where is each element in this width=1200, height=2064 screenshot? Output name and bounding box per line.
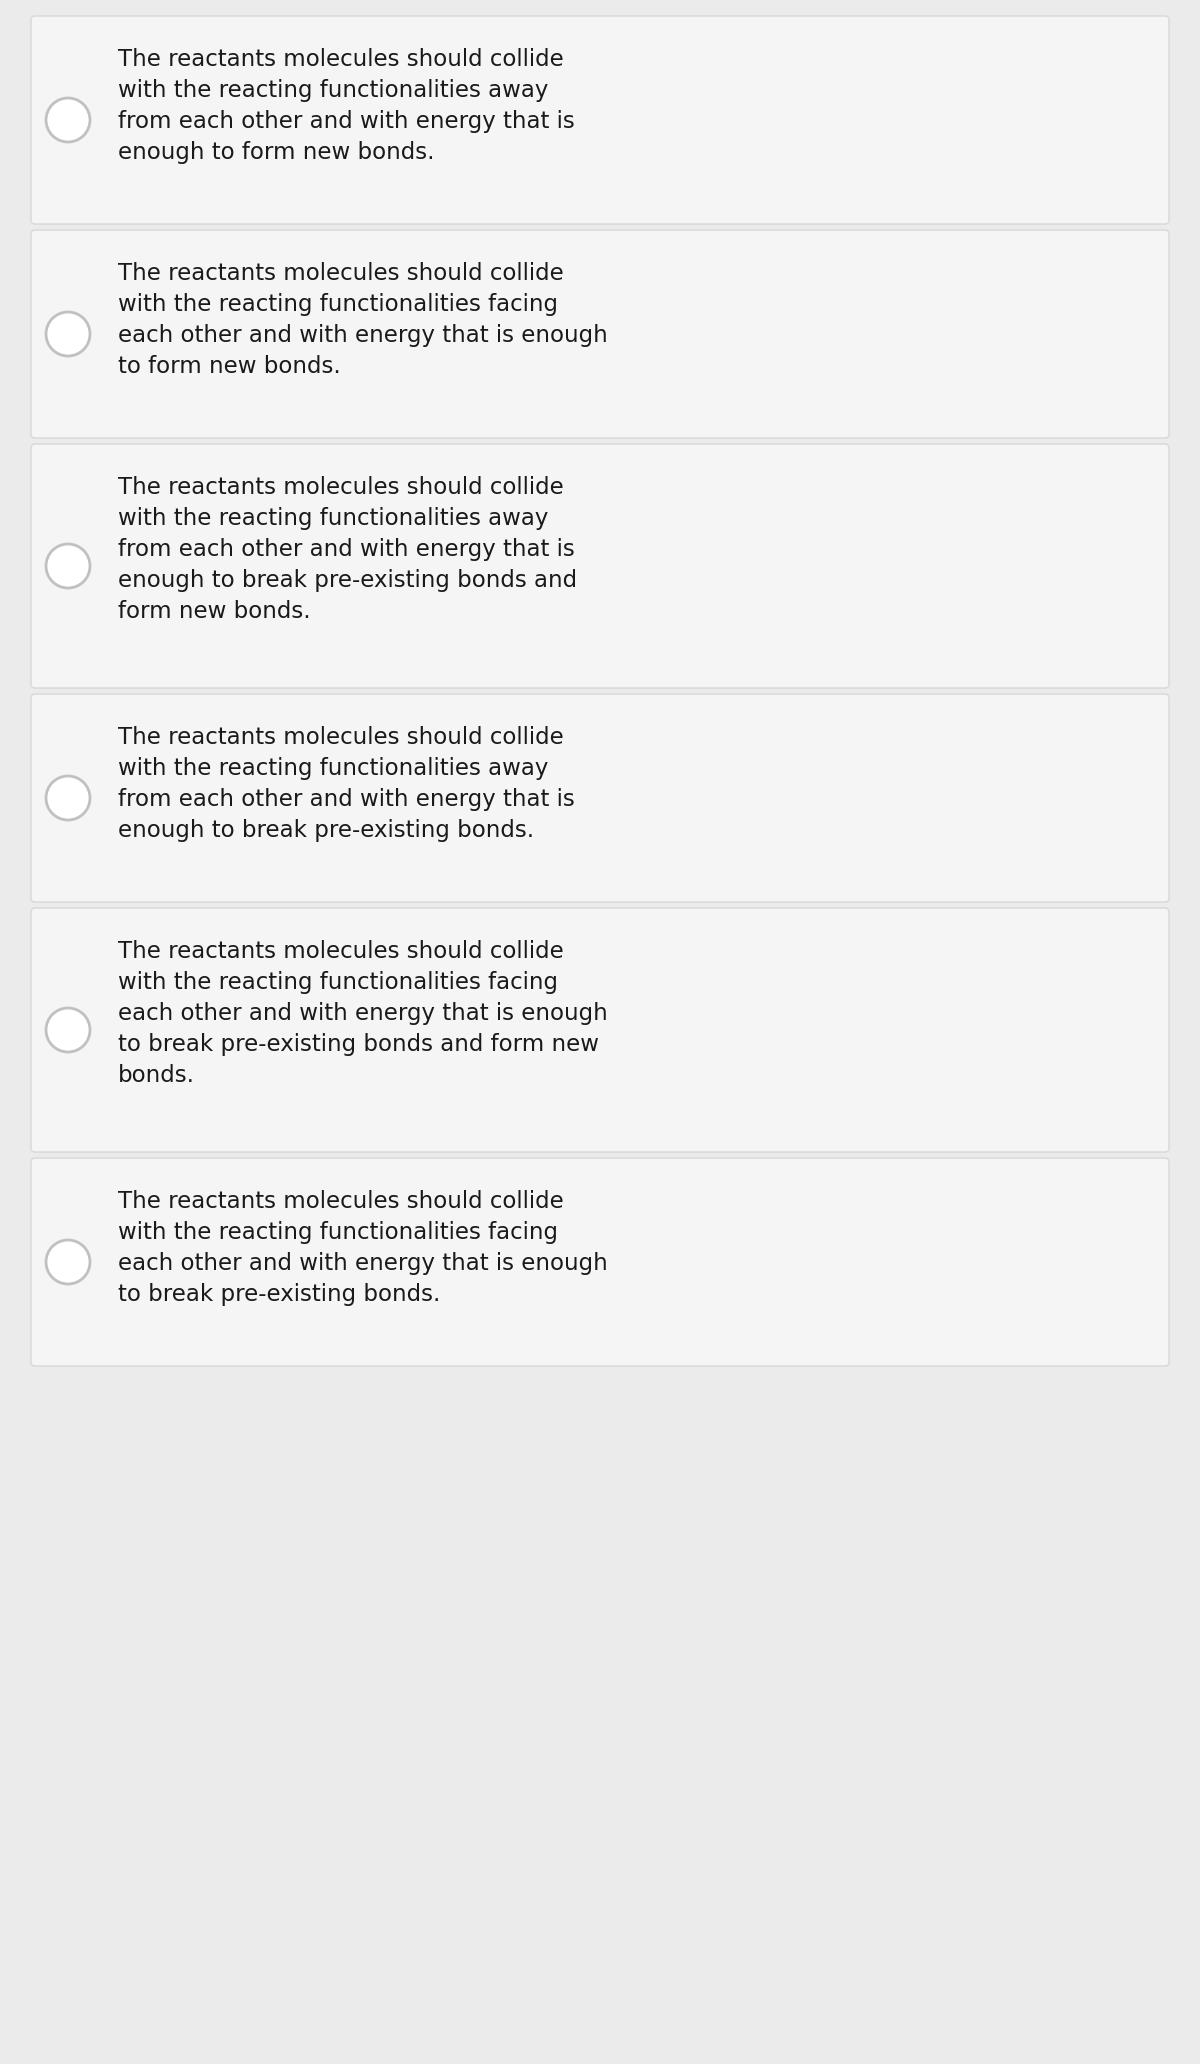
FancyBboxPatch shape bbox=[31, 908, 1169, 1152]
Text: The reactants molecules should collide
with the reacting functionalities away
fr: The reactants molecules should collide w… bbox=[118, 727, 575, 842]
Ellipse shape bbox=[46, 1240, 90, 1284]
Text: The reactants molecules should collide
with the reacting functionalities facing
: The reactants molecules should collide w… bbox=[118, 1191, 607, 1307]
Ellipse shape bbox=[46, 1007, 90, 1053]
FancyBboxPatch shape bbox=[31, 17, 1169, 225]
Text: The reactants molecules should collide
with the reacting functionalities away
fr: The reactants molecules should collide w… bbox=[118, 477, 577, 623]
FancyBboxPatch shape bbox=[31, 1158, 1169, 1366]
Ellipse shape bbox=[46, 776, 90, 819]
Text: The reactants molecules should collide
with the reacting functionalities away
fr: The reactants molecules should collide w… bbox=[118, 47, 575, 165]
FancyBboxPatch shape bbox=[31, 694, 1169, 902]
Ellipse shape bbox=[46, 545, 90, 588]
FancyBboxPatch shape bbox=[31, 444, 1169, 687]
Text: The reactants molecules should collide
with the reacting functionalities facing
: The reactants molecules should collide w… bbox=[118, 262, 607, 378]
FancyBboxPatch shape bbox=[31, 229, 1169, 438]
Text: The reactants molecules should collide
with the reacting functionalities facing
: The reactants molecules should collide w… bbox=[118, 939, 607, 1088]
Ellipse shape bbox=[46, 97, 90, 142]
Ellipse shape bbox=[46, 312, 90, 355]
